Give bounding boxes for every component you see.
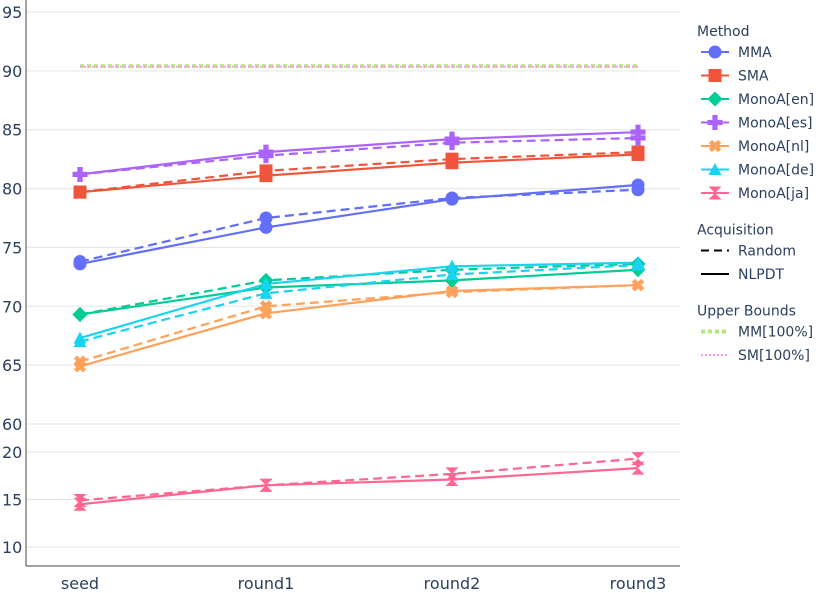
monoa-ja-nlpdt-line: [79, 467, 639, 506]
monoa-de-point: [259, 286, 273, 299]
legend-swatch-marker: [708, 69, 722, 82]
mma-point: [445, 192, 459, 206]
monoa-nl-point: [73, 360, 87, 373]
monoa-nl-point: [445, 284, 459, 298]
monoa-nl-point: [259, 307, 273, 320]
y-tick-label: 10: [2, 538, 22, 557]
series-lines: [79, 131, 639, 506]
grid: [26, 11, 680, 548]
legend-swatch-marker: [708, 139, 722, 153]
monoa-es-point: [444, 131, 460, 147]
monoa-en-point: [72, 307, 88, 323]
y-tick-label: 60: [2, 415, 22, 434]
monoa-ja-point: [259, 478, 273, 492]
monoa-de-point: [445, 259, 459, 272]
x-tick-label: seed: [61, 574, 99, 593]
x-tick-label: round3: [610, 574, 667, 593]
monoa-es-random-line: [79, 136, 639, 176]
y-tick-label: 70: [2, 297, 22, 316]
legend[interactable]: Method MMA SMA MonoA[en] MonoA[es] MonoA[nl] M…: [697, 24, 814, 364]
legend-item-label: MonoA[es]: [738, 116, 813, 132]
legend-group-title: Method: [697, 24, 750, 40]
monoa-en-nlpdt-line: [79, 268, 639, 316]
monoa-es-nlpdt-line: [79, 131, 639, 176]
monoa-ja-point: [445, 473, 459, 487]
mma-point: [259, 220, 273, 234]
y-tick-label: 80: [2, 180, 22, 199]
y-tick-label: 65: [2, 356, 22, 375]
legend-swatch-marker: [708, 45, 722, 59]
legend-item-label: NLPDT: [738, 267, 784, 283]
legend-item-label: SMA: [738, 69, 769, 85]
legend-item-label: MonoA[nl]: [738, 139, 809, 155]
legend-item-label: SM[100%]: [738, 348, 810, 364]
sma-nlpdt-line: [79, 153, 639, 194]
monoa-nl-random-line: [79, 284, 639, 363]
y-tick-label: 90: [2, 62, 22, 81]
x-tick-label: round1: [238, 574, 295, 593]
monoa-ja-point: [73, 497, 87, 511]
monoa-de-point: [445, 268, 459, 281]
legend-group-title: Acquisition: [697, 223, 774, 239]
legend-item-label: MM[100%]: [738, 325, 813, 341]
monoa-de-random-line: [79, 264, 639, 343]
y-tick-label: 20: [2, 443, 22, 462]
mma-point: [259, 211, 273, 225]
mma-point: [73, 257, 87, 271]
legend-item-label: Random: [738, 244, 796, 260]
y-tick-label: 75: [2, 238, 22, 257]
legend-item-label: MonoA[ja]: [738, 186, 809, 202]
legend-swatch-marker: [708, 163, 722, 175]
legend-item-label: MMA: [738, 45, 772, 61]
monoa-es-point: [72, 166, 88, 182]
sma-point: [73, 185, 87, 199]
sma-point: [445, 156, 459, 170]
monoa-ja-random-line: [79, 457, 639, 502]
upper-bounds: [80, 64, 638, 69]
mma-random-line: [79, 188, 639, 263]
monoa-de-point: [73, 331, 87, 344]
legend-swatch-marker: [707, 115, 723, 130]
sma-point: [631, 147, 645, 161]
monoa-ja-point: [631, 461, 645, 475]
monoa-de-nlpdt-line: [79, 261, 639, 340]
monoa-es-point: [630, 124, 646, 140]
monoa-nl-point: [631, 278, 645, 292]
monoa-es-point: [258, 144, 274, 160]
mma-nlpdt-line: [79, 183, 639, 265]
y-tick-label: 15: [2, 491, 22, 510]
x-tick-label: round2: [424, 574, 481, 593]
axes: 60 65 70 75 80 85 90 95 10 15 20 seed round1 round2 ro…: [2, 0, 680, 593]
monoa-de-point: [631, 256, 645, 269]
sma-point: [259, 169, 273, 183]
y-tick-label: 95: [2, 3, 22, 22]
legend-group-title: Upper Bounds: [697, 304, 796, 320]
monoa-de-point: [259, 277, 273, 290]
mma-point: [631, 178, 645, 192]
legend-swatch-marker: [708, 186, 722, 200]
series-markers: [72, 124, 646, 511]
y-tick-label: 85: [2, 121, 22, 140]
monoa-nl-nlpdt-line: [79, 284, 639, 368]
legend-swatch-marker: [707, 91, 723, 107]
legend-item-label: MonoA[en]: [738, 92, 814, 108]
legend-item-label: MonoA[de]: [738, 163, 814, 179]
sma-random-line: [79, 151, 639, 194]
